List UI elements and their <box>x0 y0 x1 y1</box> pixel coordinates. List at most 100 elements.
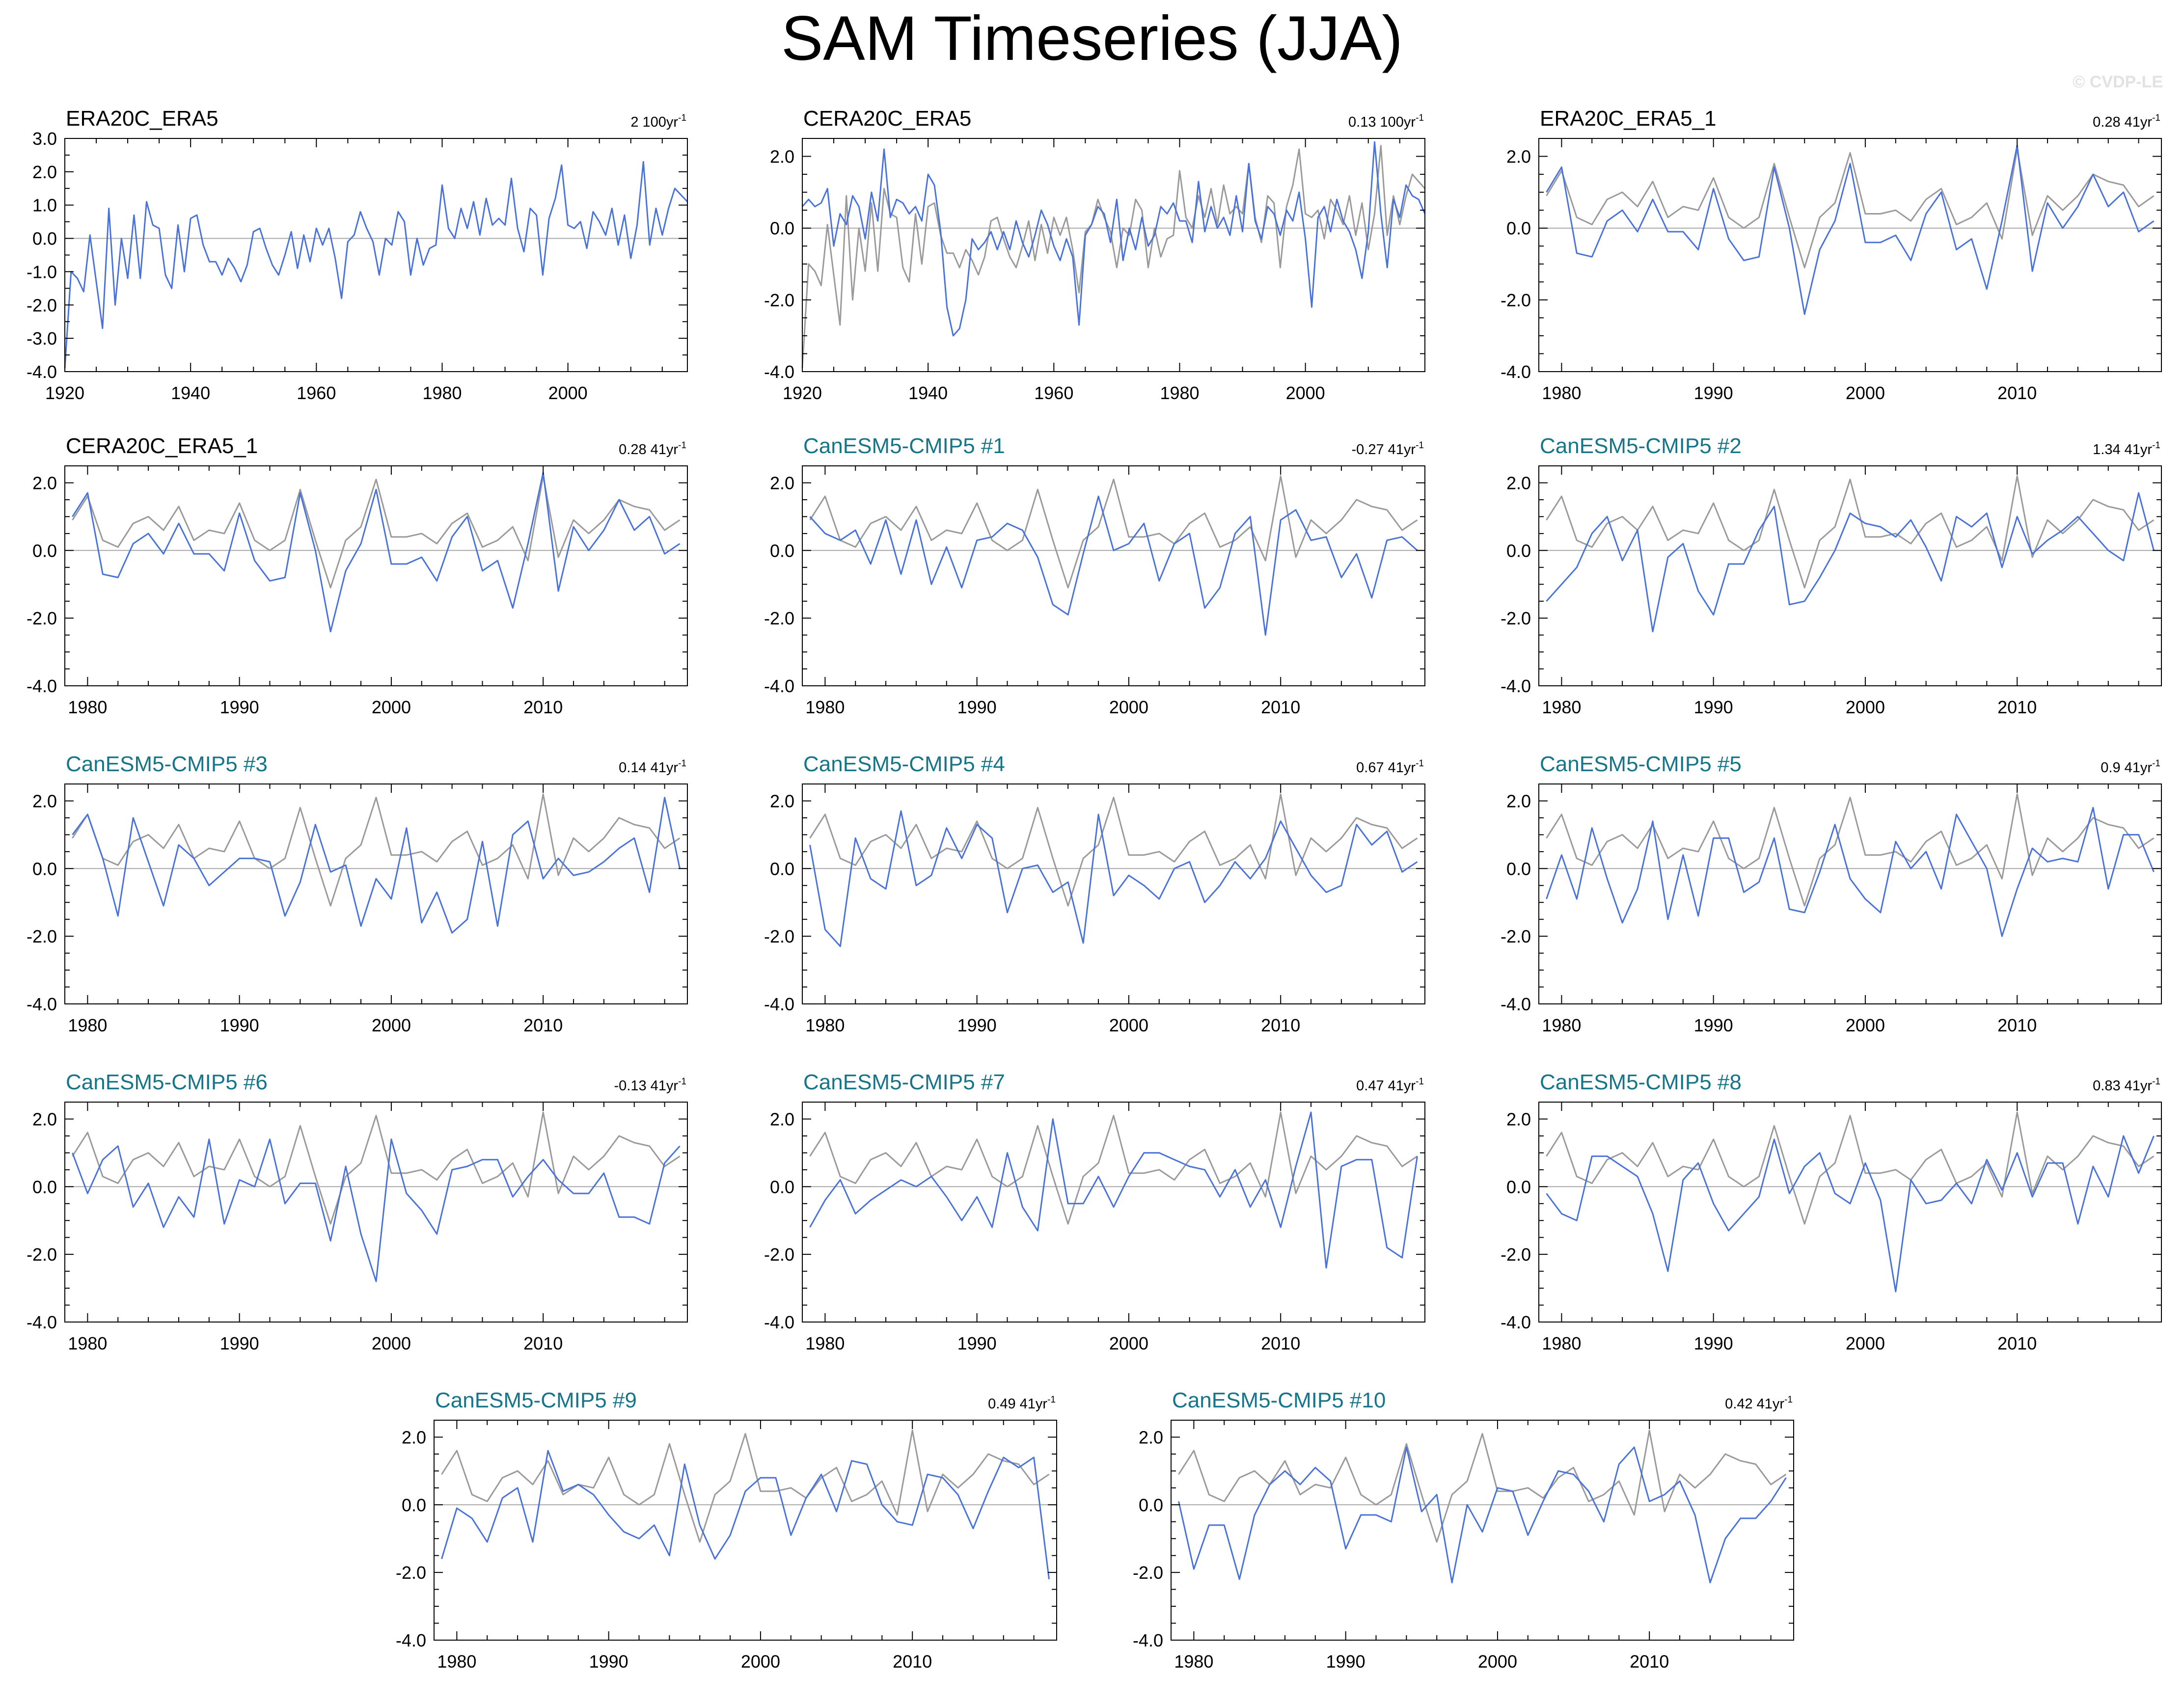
y-tick-label: -4.0 <box>764 362 794 382</box>
panel-title: CanESM5-CMIP5 #9 <box>435 1388 637 1412</box>
panel-title: CERA20C_ERA5_1 <box>66 434 258 458</box>
model-series-line <box>801 141 1426 337</box>
y-tick-label: -2.0 <box>764 1244 794 1265</box>
x-tick-label: 2010 <box>1997 383 2037 403</box>
x-tick-label: 1990 <box>220 1015 259 1035</box>
timeseries-panel: CanESM5-CMIP5 #4 0.67 41yr-1 1980 1990 2000 2… <box>764 752 1425 1035</box>
model-series-line <box>1546 145 2155 315</box>
x-tick-label: 1980 <box>68 1015 107 1035</box>
x-tick-label: 2000 <box>372 1015 411 1035</box>
panel-title: ERA20C_ERA5_1 <box>1540 107 1717 131</box>
panel-title: CanESM5-CMIP5 #5 <box>1540 752 1742 776</box>
panel-title: CanESM5-CMIP5 #10 <box>1172 1388 1386 1412</box>
x-tick-label: 1980 <box>1542 1333 1581 1353</box>
x-tick-label: 2010 <box>523 1333 563 1353</box>
trend-value: -0.13 41yr <box>614 1078 679 1094</box>
x-tick-label: 2010 <box>523 1015 563 1035</box>
y-tick-label: 0.0 <box>1506 540 1531 561</box>
plot-frame <box>1538 465 2162 686</box>
y-tick-label: 1.0 <box>32 195 57 216</box>
panel-title: CERA20C_ERA5 <box>803 107 971 131</box>
observed-series-line <box>1546 1111 2155 1225</box>
y-tick-label: 2.0 <box>770 791 794 811</box>
panel-title: CanESM5-CMIP5 #4 <box>803 752 1005 776</box>
plot-frame <box>64 1102 688 1323</box>
x-tick-label: 1980 <box>68 697 107 717</box>
trend-value: 0.47 41yr <box>1356 1078 1416 1094</box>
x-tick-label: 1990 <box>220 697 259 717</box>
x-tick-label: 1990 <box>1694 383 1733 403</box>
y-tick-label: 2.0 <box>770 473 794 493</box>
y-tick-label: 2.0 <box>32 162 57 182</box>
x-tick-label: 1990 <box>589 1651 628 1672</box>
x-tick-label: 2000 <box>1846 383 1885 403</box>
x-tick-label: 2010 <box>1261 1015 1300 1035</box>
trend-exponent: -1 <box>678 440 686 451</box>
panel-title: CanESM5-CMIP5 #7 <box>803 1070 1005 1094</box>
trend-label: 0.13 100yr-1 <box>1348 113 1424 130</box>
model-series-line <box>809 810 1418 947</box>
panel-title: CanESM5-CMIP5 #8 <box>1540 1070 1742 1094</box>
x-tick-label: 2000 <box>372 1333 411 1353</box>
trend-label: 0.9 41yr-1 <box>2101 758 2160 776</box>
plot-frame <box>802 138 1425 372</box>
y-tick-label: 0.0 <box>1139 1495 1163 1515</box>
x-tick-label: 1920 <box>45 383 84 403</box>
x-tick-label: 1980 <box>437 1651 476 1672</box>
observed-series-line <box>72 1111 681 1225</box>
panel-title: CanESM5-CMIP5 #6 <box>66 1070 268 1094</box>
y-tick-label: 2.0 <box>32 1109 57 1129</box>
y-tick-label: 0.0 <box>1506 1177 1531 1197</box>
x-tick-label: 1990 <box>220 1333 259 1353</box>
y-tick-label: 0.0 <box>770 218 794 239</box>
y-tick-label: -2.0 <box>27 295 57 315</box>
trend-label: 0.49 41yr-1 <box>988 1395 1056 1412</box>
y-tick-label: -4.0 <box>764 994 794 1014</box>
y-tick-label: -2.0 <box>1501 290 1531 310</box>
observed-series-line <box>72 793 681 907</box>
trend-exponent: -1 <box>1784 1395 1793 1405</box>
x-tick-label: 2000 <box>548 383 588 403</box>
trend-label: 0.67 41yr-1 <box>1356 758 1424 776</box>
trend-value: 0.14 41yr <box>619 760 678 776</box>
y-tick-label: 0.0 <box>770 859 794 879</box>
trend-label: 1.34 41yr-1 <box>2093 440 2160 458</box>
trend-value: 0.49 41yr <box>988 1396 1047 1412</box>
x-tick-label: 2000 <box>1109 697 1148 717</box>
trend-exponent: -1 <box>1047 1395 1056 1405</box>
y-tick-label: -4.0 <box>1133 1630 1163 1650</box>
trend-label: 0.28 41yr-1 <box>2093 113 2160 130</box>
timeseries-panel: CanESM5-CMIP5 #8 0.83 41yr-1 1980 1990 2000 2… <box>1501 1070 2162 1353</box>
trend-label: 0.14 41yr-1 <box>619 758 686 776</box>
x-tick-label: 1980 <box>1542 1015 1581 1035</box>
model-series-line <box>72 797 681 934</box>
plot-frame <box>1538 1102 2162 1323</box>
observed-series-line <box>72 475 681 589</box>
trend-value: 0.67 41yr <box>1356 760 1416 776</box>
x-tick-label: 2000 <box>1109 1015 1148 1035</box>
y-tick-label: -4.0 <box>27 362 57 382</box>
trend-value: 0.9 41yr <box>2101 760 2152 776</box>
trend-label: 0.83 41yr-1 <box>2093 1077 2160 1094</box>
y-tick-label: 2.0 <box>770 1109 794 1129</box>
y-tick-label: 2.0 <box>1506 1109 1531 1129</box>
plot-frame <box>1538 138 2162 372</box>
timeseries-panel: CanESM5-CMIP5 #1 -0.27 41yr-1 1980 1990 2000… <box>764 434 1425 717</box>
y-tick-label: -2.0 <box>764 608 794 628</box>
plot-frame <box>434 1420 1057 1641</box>
observed-series-line <box>801 145 1426 368</box>
x-tick-label: 1960 <box>297 383 336 403</box>
y-tick-label: -2.0 <box>27 926 57 946</box>
x-tick-label: 1980 <box>805 697 845 717</box>
x-tick-label: 2010 <box>1997 1015 2037 1035</box>
timeseries-panel: CERA20C_ERA5 0.13 100yr-1 1920 1940 1960 1980… <box>764 107 1426 403</box>
observed-series-line <box>809 475 1418 589</box>
x-tick-label: 1990 <box>1694 1333 1733 1353</box>
plot-frame <box>802 783 1425 1004</box>
x-tick-label: 2000 <box>741 1651 780 1672</box>
y-tick-label: 2.0 <box>402 1427 426 1447</box>
x-tick-label: 1940 <box>171 383 210 403</box>
x-tick-label: 1990 <box>1694 1015 1733 1035</box>
